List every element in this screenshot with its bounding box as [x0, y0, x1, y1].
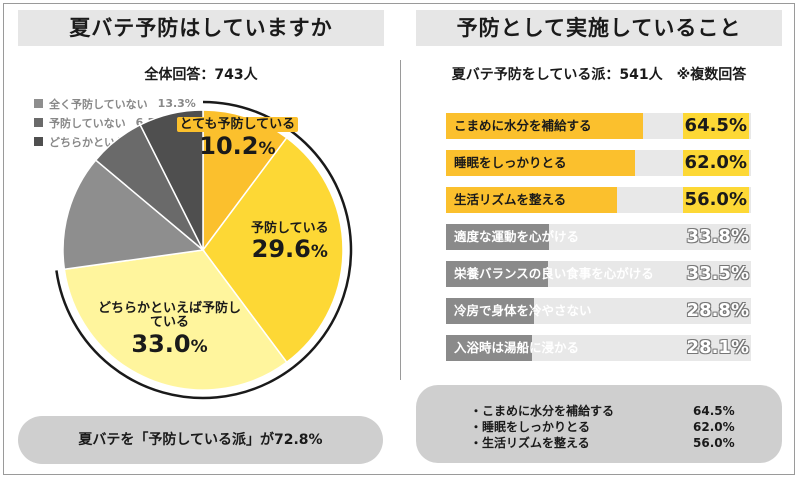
panel-divider: [400, 60, 401, 380]
summary-item-value: 56.0%: [693, 436, 735, 450]
summary-item-value: 62.0%: [693, 420, 735, 434]
left-summary-pill: 夏バテを「予防している派」が72.8%: [18, 416, 383, 464]
bar-label: 生活リズムを整える: [454, 192, 567, 207]
legend-label: 全く予防していない: [49, 97, 148, 111]
bar-value: 56.0%: [682, 187, 749, 213]
bar-row: 生活リズムを整える 56.0%: [446, 187, 751, 213]
left-panel-title: 夏バテ予防はしていますか: [18, 10, 384, 46]
bar: [446, 335, 532, 361]
legend-swatch: [34, 99, 43, 108]
pie-slice-percent: 29.6%: [251, 235, 328, 264]
legend-swatch: [34, 137, 43, 146]
bar-value: 28.8%: [686, 300, 749, 321]
right-subtitle: 夏バテ予防をしている派：541人 ※複数回答: [451, 67, 747, 83]
bar-value: 33.8%: [686, 226, 749, 247]
pie-slice-label: 予防している 29.6%: [235, 221, 345, 264]
prevent-group-arc: [55, 100, 353, 400]
bar-row: 栄養バランスの良い食事を心がける 33.5%: [446, 261, 751, 287]
pie-slice: [63, 249, 288, 391]
bar-row: 適度な運動を心がける 33.8%: [446, 224, 751, 250]
bar-value: 33.5%: [686, 263, 749, 284]
bar-row: 睡眠をしっかりとる 62.0%: [446, 150, 751, 176]
legend-item: 全く予防していない 13.3%: [34, 94, 254, 113]
summary-item-value: 64.5%: [693, 404, 735, 418]
summary-item-label: ・睡眠をしっかりとる: [470, 420, 591, 434]
bar-value: 62.0%: [682, 150, 749, 176]
bar-label: 入浴時は湯船に浸かる: [454, 340, 580, 355]
bar: [446, 187, 617, 213]
bar-value: 64.5%: [682, 113, 749, 139]
left-subtitle: 全体回答：743人: [144, 67, 258, 83]
bar-row: 冷房で身体を冷やさない 28.8%: [446, 298, 751, 324]
legend-value: 13.3%: [157, 97, 196, 110]
legend-label: 予防していない: [49, 116, 126, 130]
pie-slice-percent: 10.2%: [199, 131, 276, 160]
pie-slice-label: どちらかといえば予防している 33.0%: [95, 301, 245, 358]
legend-swatch: [34, 118, 43, 127]
bar-label: こまめに水分を補給する: [454, 118, 592, 133]
bar-label: 適度な運動を心がける: [454, 229, 580, 244]
bar-value: 28.1%: [686, 337, 749, 358]
pie-slice-name: とても予防している: [176, 117, 299, 133]
bar: [446, 261, 549, 287]
bar: [446, 113, 643, 139]
pie-slice: [62, 159, 205, 271]
pie-slice-label: とても予防している 10.2%: [167, 117, 307, 160]
pie-slice: [202, 136, 344, 364]
bar-label: 冷房で身体を冷やさない: [454, 303, 592, 318]
right-panel-title: 予防として実施していること: [416, 10, 782, 46]
pie-slice: [202, 109, 288, 253]
pie-slice-percent: 33.0%: [131, 329, 208, 358]
right-summary-box: [416, 385, 782, 463]
bar: [446, 150, 636, 176]
pie-slice: [139, 109, 204, 251]
bar: [446, 224, 550, 250]
summary-item-label: ・こまめに水分を補給する: [470, 404, 615, 418]
bar-label: 栄養バランスの良い食事を心がける: [454, 266, 654, 281]
bar-row: 入浴時は湯船に浸かる 28.1%: [446, 335, 751, 361]
summary-item-label: ・生活リズムを整える: [470, 436, 590, 450]
bar: [446, 298, 534, 324]
bar-row: こまめに水分を補給する 64.5%: [446, 113, 751, 139]
pie-slice-name: どちらかといえば予防している: [98, 301, 242, 331]
bar-label: 睡眠をしっかりとる: [454, 155, 567, 170]
pie-slice-name: 予防している: [250, 221, 329, 236]
outer-frame: [3, 3, 795, 475]
